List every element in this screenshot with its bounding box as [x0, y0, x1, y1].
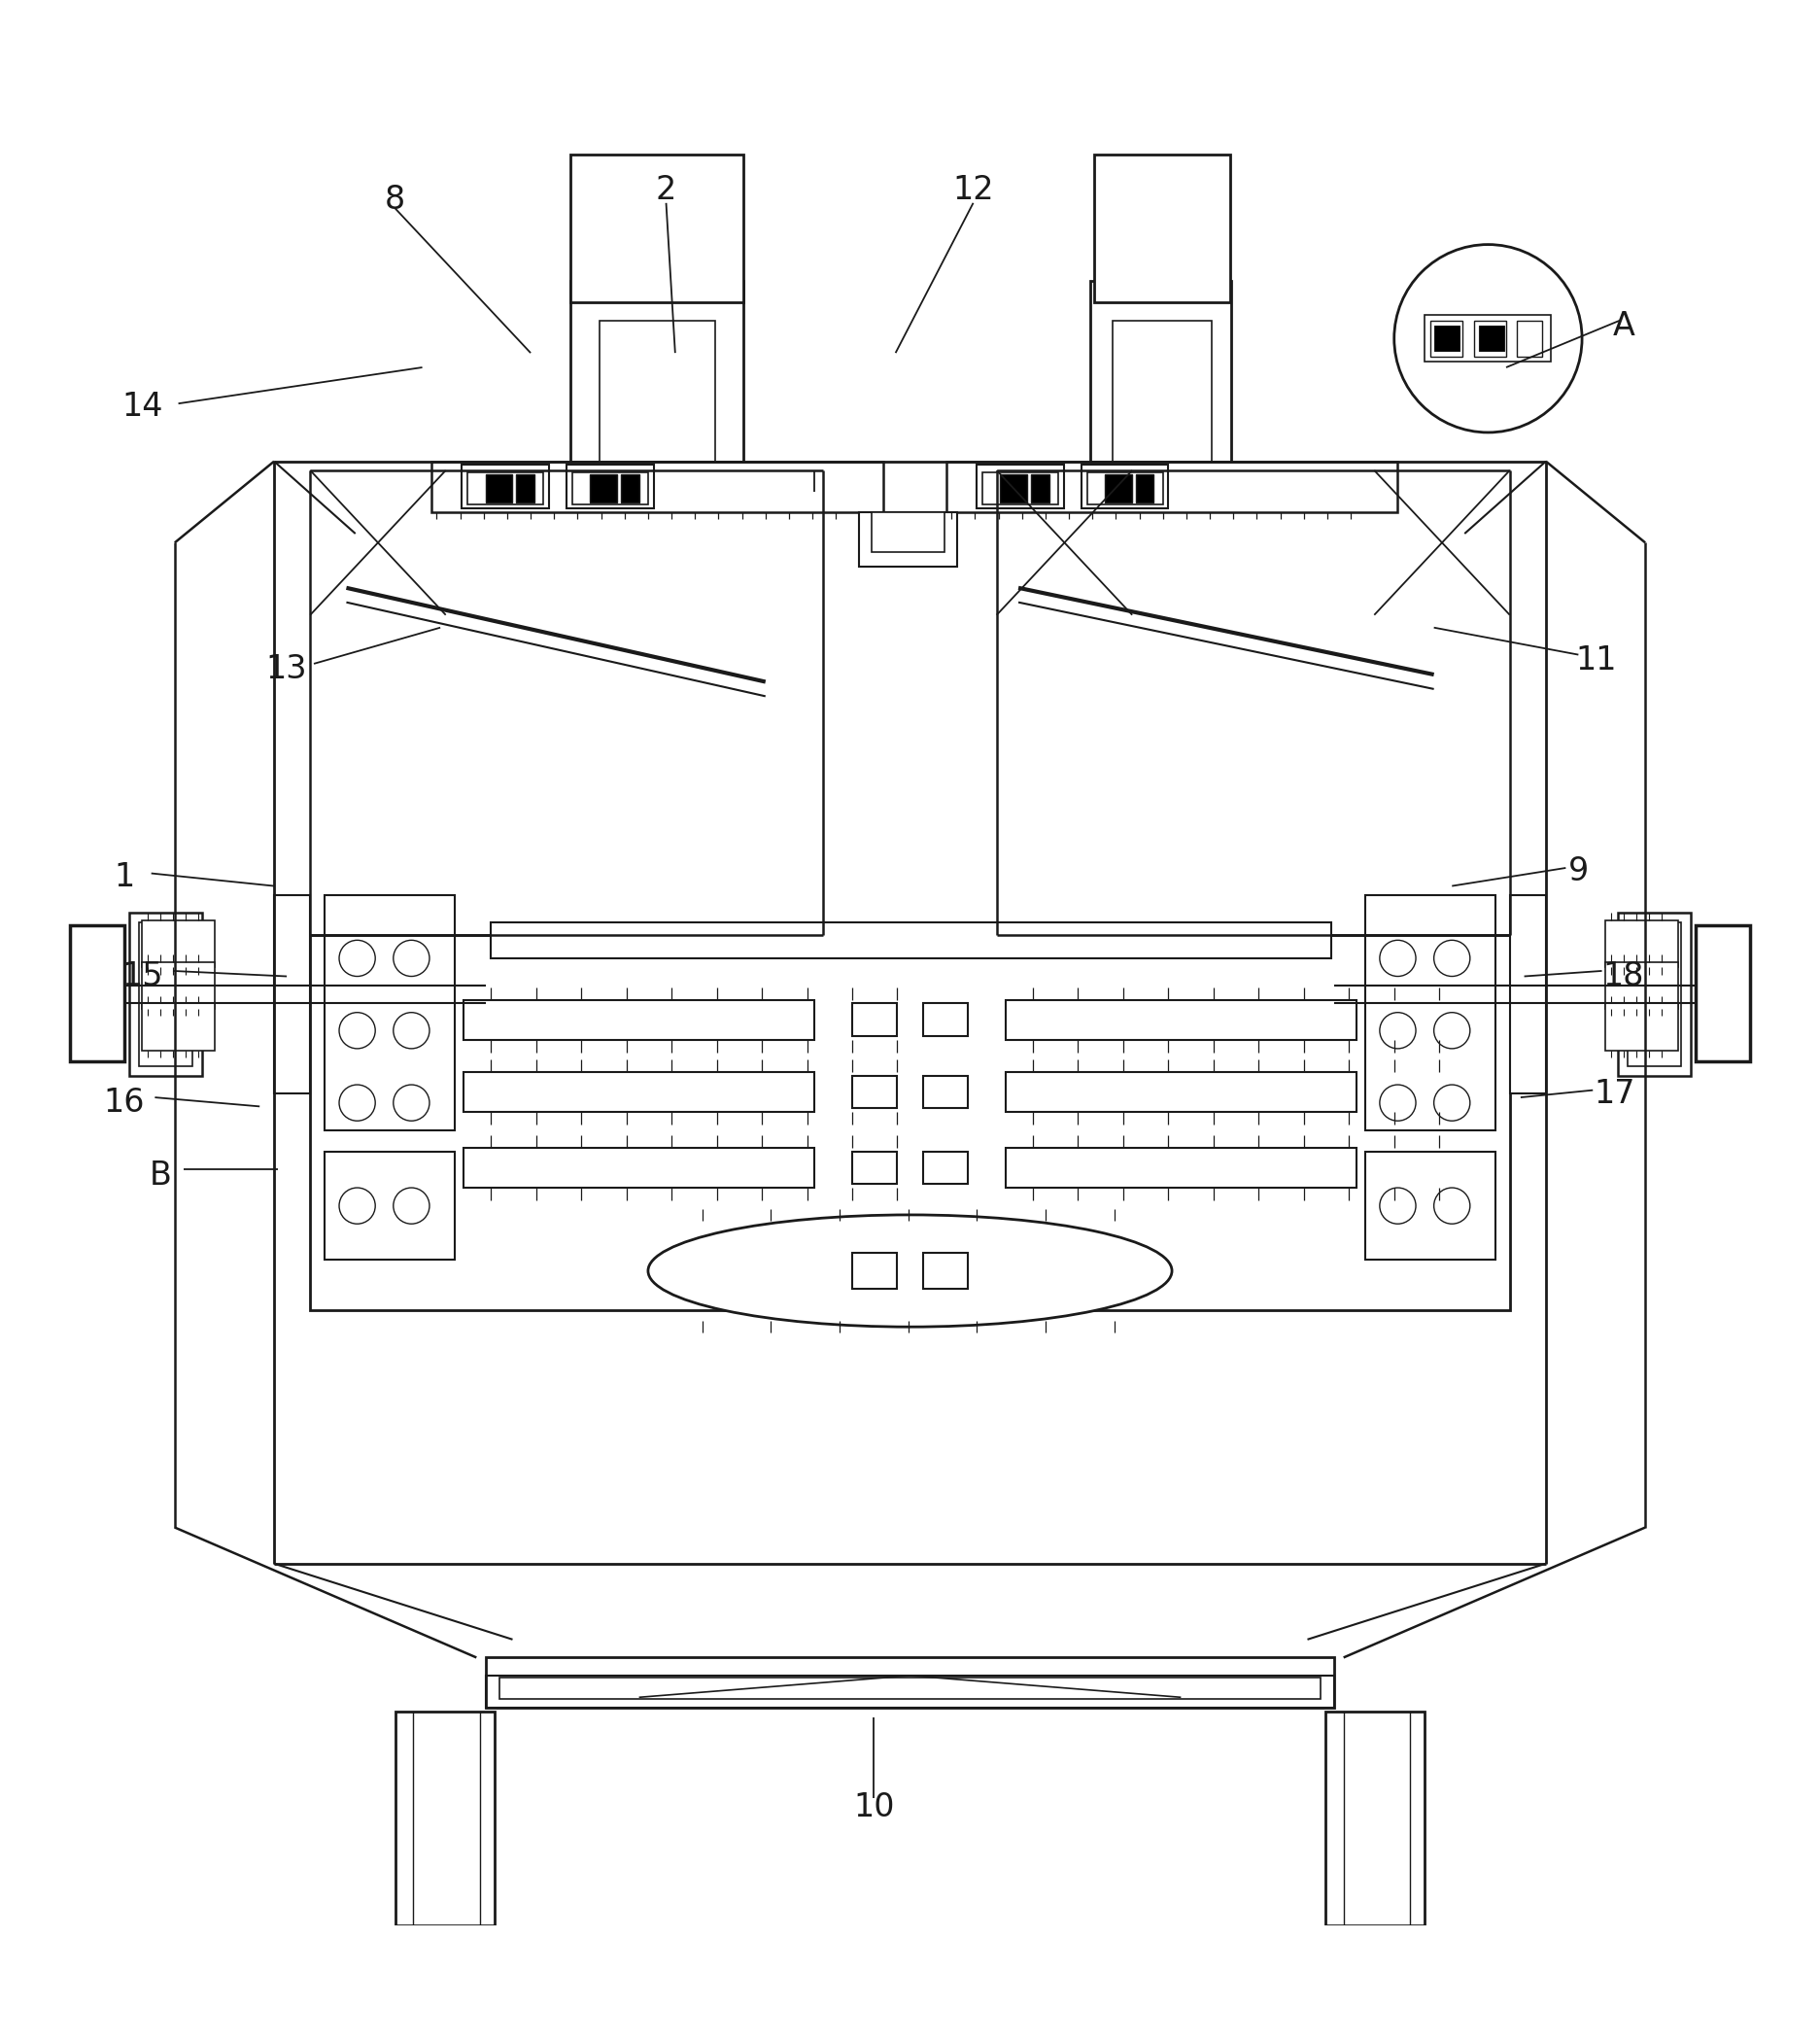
Bar — [142, 962, 215, 1009]
Bar — [571, 472, 648, 505]
Bar — [142, 919, 215, 966]
Text: 13: 13 — [266, 654, 308, 684]
Bar — [1087, 472, 1163, 505]
Bar — [142, 1003, 215, 1050]
Text: A: A — [1613, 311, 1634, 341]
Bar — [923, 1077, 968, 1107]
Bar — [570, 153, 744, 302]
Bar — [852, 1077, 897, 1107]
Text: 2: 2 — [655, 174, 677, 206]
Bar — [1112, 321, 1212, 462]
Bar — [946, 462, 1398, 513]
Bar — [486, 1657, 1334, 1708]
Text: 9: 9 — [1569, 856, 1589, 887]
Text: 1: 1 — [115, 860, 135, 893]
Bar — [1136, 474, 1154, 503]
Bar — [1605, 919, 1678, 966]
Bar — [464, 999, 814, 1040]
Text: 8: 8 — [384, 184, 406, 215]
Bar — [462, 466, 548, 509]
Bar — [395, 1712, 495, 1925]
Bar — [517, 474, 535, 503]
Bar — [977, 466, 1063, 509]
Bar — [590, 474, 617, 503]
Bar — [923, 1152, 968, 1185]
Bar — [983, 472, 1057, 505]
Text: 17: 17 — [1594, 1079, 1634, 1109]
Bar — [1511, 895, 1545, 1093]
Bar — [1605, 962, 1678, 1009]
Bar — [431, 462, 883, 513]
Bar — [1434, 325, 1460, 351]
Text: B: B — [149, 1158, 171, 1191]
Bar — [570, 280, 744, 462]
Bar — [464, 1073, 814, 1111]
Bar — [1105, 474, 1132, 503]
Bar — [501, 1677, 1320, 1700]
Bar — [1518, 321, 1542, 358]
Bar — [1474, 321, 1507, 358]
Bar — [69, 925, 124, 1060]
Text: 18: 18 — [1603, 960, 1643, 993]
Bar — [1006, 999, 1356, 1040]
Bar — [923, 1252, 968, 1289]
Bar — [138, 921, 193, 1066]
Bar — [324, 1152, 455, 1261]
Bar — [1325, 1712, 1425, 1925]
Bar — [275, 895, 309, 1093]
Bar — [1605, 1003, 1678, 1050]
Bar — [1090, 280, 1232, 462]
Bar — [872, 513, 945, 552]
Bar — [859, 513, 957, 566]
Bar — [468, 472, 544, 505]
Bar — [1006, 1073, 1356, 1111]
Bar — [486, 1675, 1334, 1708]
Bar — [309, 936, 1511, 1312]
Bar — [1365, 1152, 1496, 1261]
Bar — [852, 1252, 897, 1289]
Bar — [599, 321, 715, 462]
Bar — [1618, 913, 1691, 1077]
Bar — [1425, 315, 1551, 362]
Bar — [1094, 153, 1230, 302]
Bar — [491, 921, 1330, 958]
Bar — [1365, 895, 1496, 1130]
Bar — [129, 913, 202, 1077]
Bar — [486, 474, 513, 503]
Bar — [1081, 466, 1168, 509]
Bar — [923, 1003, 968, 1036]
Bar — [566, 466, 653, 509]
Bar — [1480, 325, 1505, 351]
Ellipse shape — [648, 1216, 1172, 1326]
Bar — [852, 1003, 897, 1036]
Bar — [1627, 921, 1682, 1066]
Bar — [621, 474, 639, 503]
Text: 12: 12 — [952, 174, 994, 206]
Bar — [324, 895, 455, 1130]
Text: 14: 14 — [122, 390, 162, 423]
Bar — [1696, 925, 1751, 1060]
Circle shape — [1394, 245, 1582, 433]
Bar — [1006, 1148, 1356, 1187]
Bar — [464, 1148, 814, 1187]
Text: 15: 15 — [122, 960, 162, 993]
Text: 16: 16 — [104, 1087, 146, 1120]
Bar — [1431, 321, 1463, 358]
Text: 11: 11 — [1576, 644, 1618, 676]
Text: 10: 10 — [854, 1792, 894, 1824]
Bar — [852, 1152, 897, 1185]
Bar — [1001, 474, 1028, 503]
Bar — [1032, 474, 1048, 503]
